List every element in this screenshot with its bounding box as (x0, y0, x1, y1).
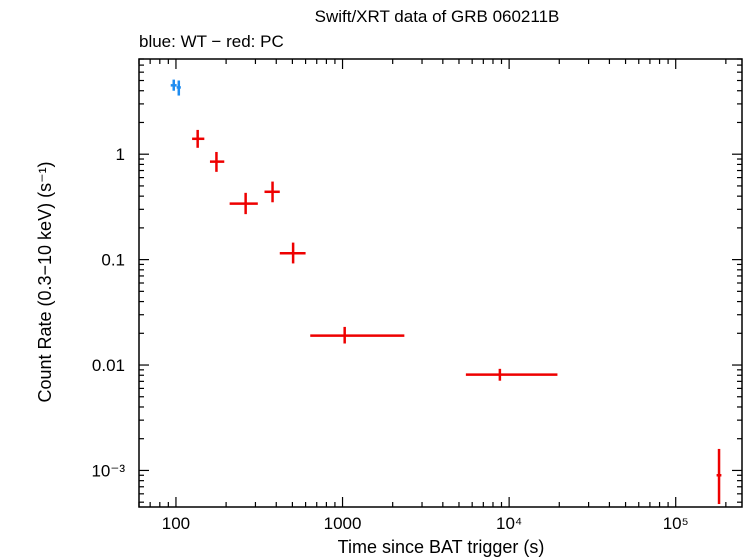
data-point-pc (229, 192, 258, 215)
axis-tick-labels: 100 1000 10⁴ 10⁵ 1 0.1 0.01 10⁻³ (91, 145, 688, 533)
data-point-pc (279, 242, 306, 264)
x-tick-label: 100 (162, 514, 190, 533)
y-tick-label: 0.01 (92, 356, 125, 375)
data-point-pc (264, 181, 280, 203)
data-point-wt (170, 79, 177, 91)
plot-frame (138, 58, 743, 508)
data-points (170, 79, 722, 505)
data-point-wt (176, 80, 181, 96)
data-point-pc (716, 448, 722, 505)
y-tick-label: 1 (116, 145, 125, 164)
data-point-pc (192, 129, 205, 148)
axis-ticks (138, 58, 742, 507)
y-tick-label: 0.1 (101, 251, 125, 270)
data-point-pc (310, 326, 405, 344)
data-point-pc (209, 151, 225, 172)
y-tick-label: 10⁻³ (91, 461, 125, 480)
x-tick-label: 10⁵ (663, 514, 689, 533)
x-tick-label: 1000 (324, 514, 362, 533)
data-point-pc (465, 368, 558, 381)
chart-title: Swift/XRT data of GRB 060211B (315, 7, 560, 26)
x-axis-label: Time since BAT trigger (s) (338, 537, 545, 557)
x-tick-label: 10⁴ (496, 514, 522, 533)
y-axis-label: Count Rate (0.3−10 keV) (s⁻¹) (35, 161, 55, 402)
chart-subtitle: blue: WT − red: PC (139, 32, 284, 51)
